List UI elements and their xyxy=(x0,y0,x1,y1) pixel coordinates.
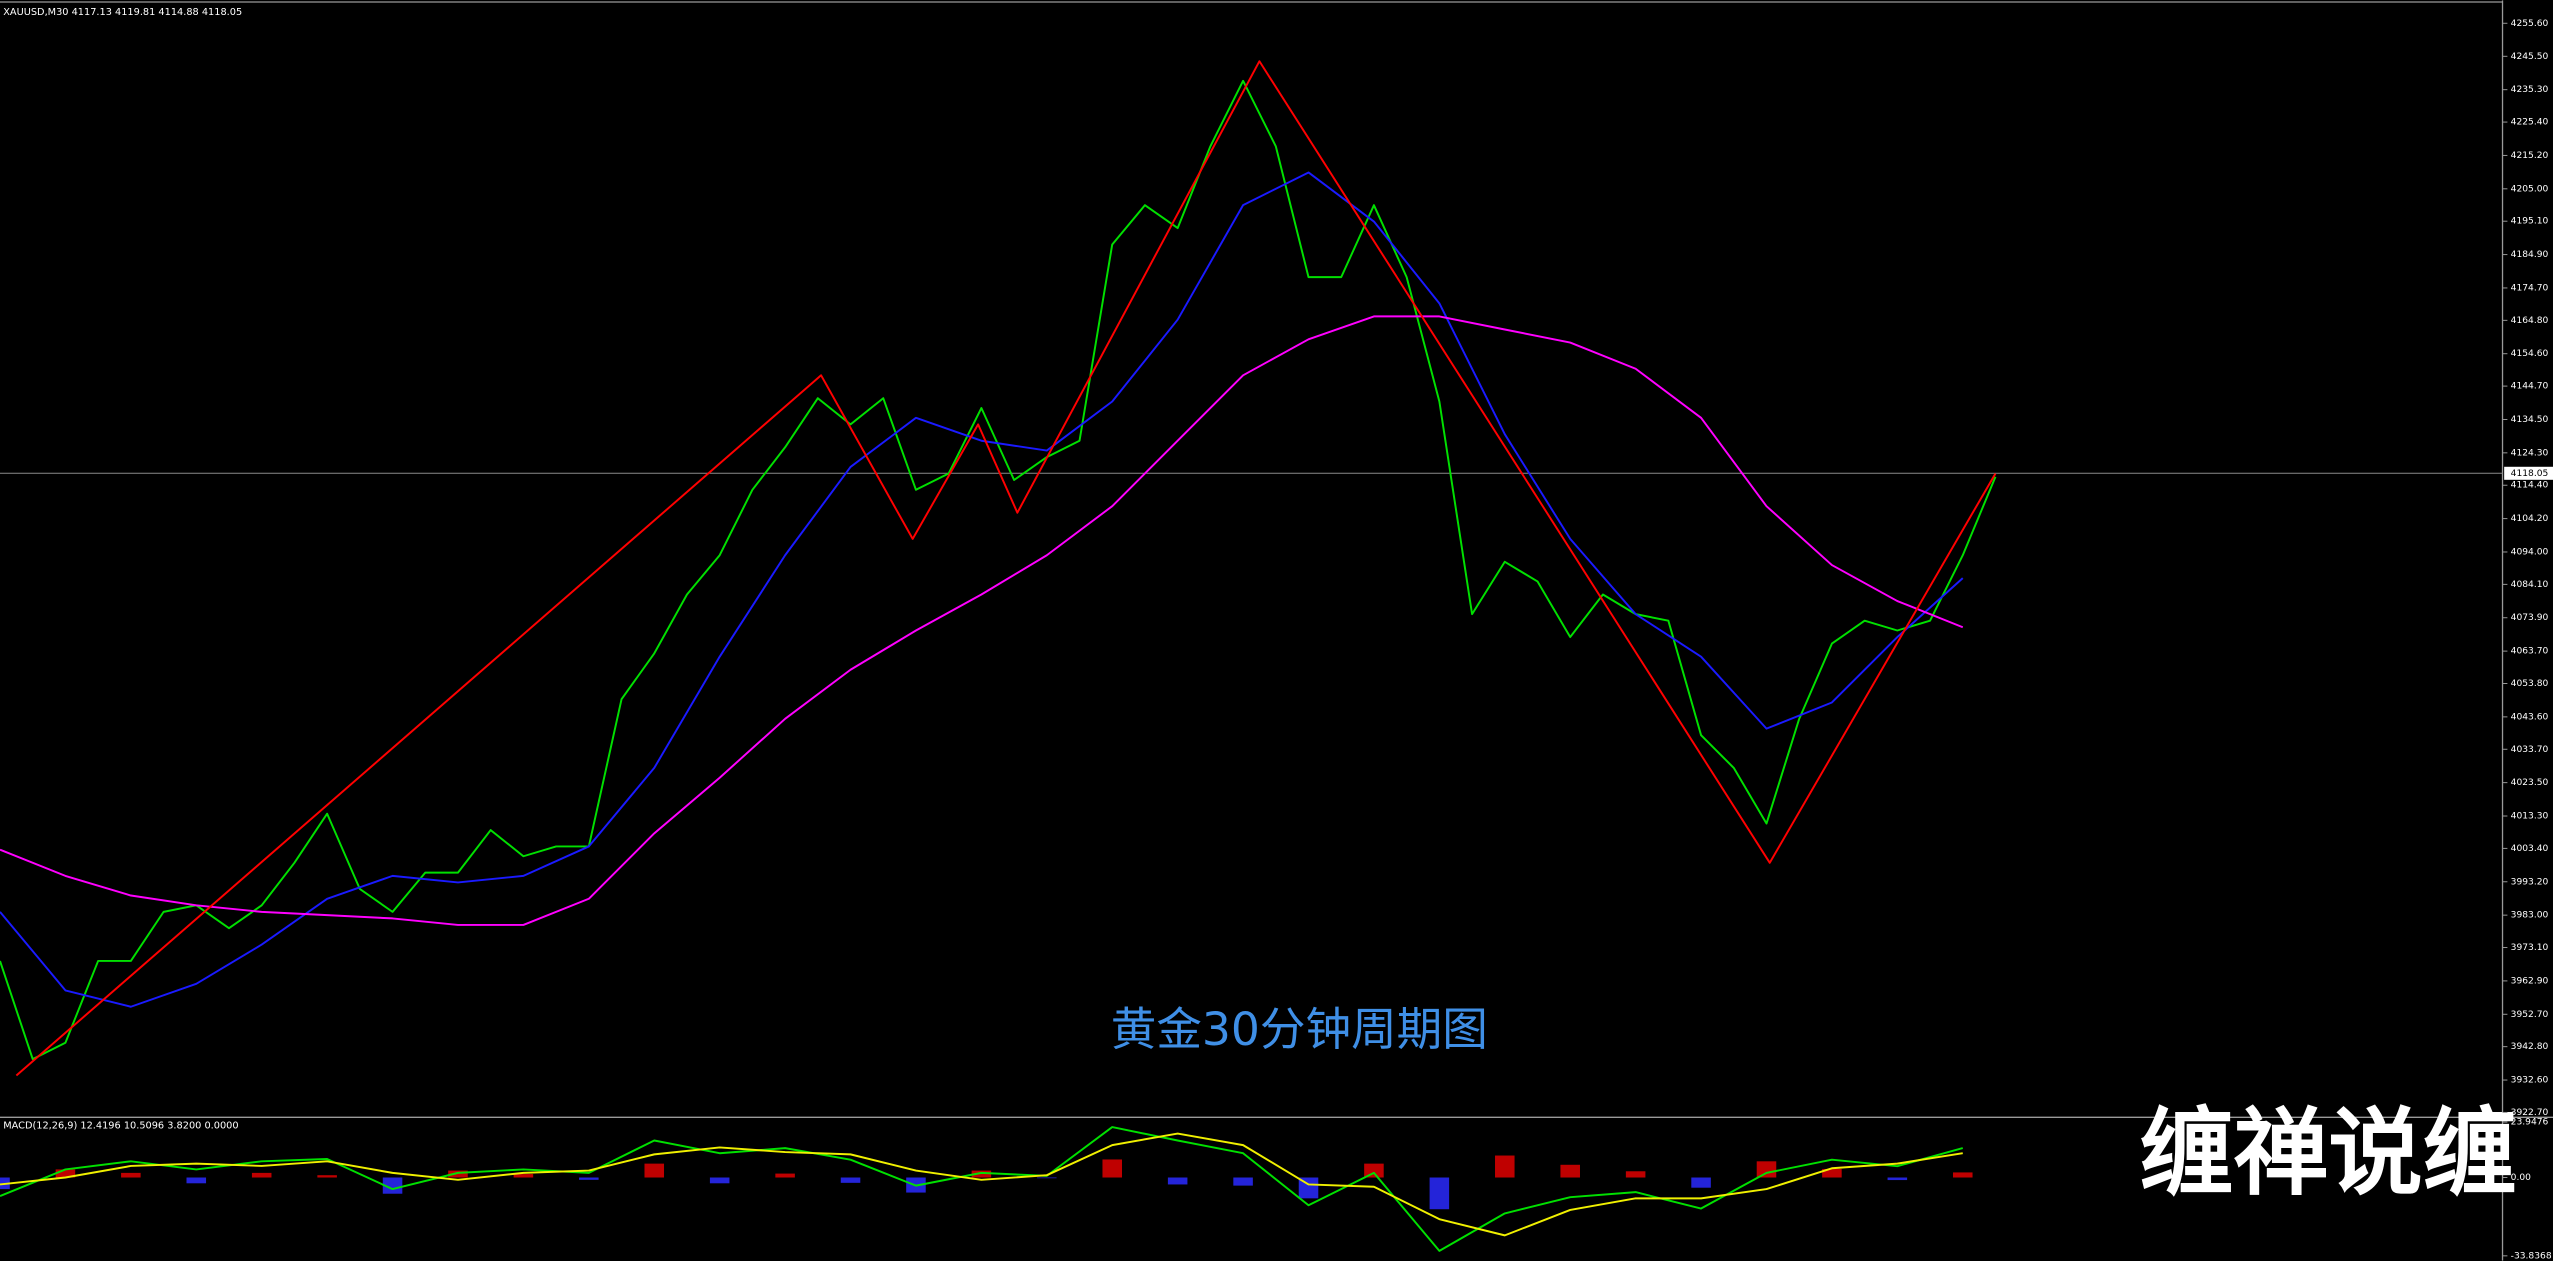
series-line xyxy=(0,315,1964,926)
y-tick-label: 4205.00 xyxy=(2511,184,2549,194)
histogram-bar xyxy=(1560,1164,1580,1178)
histogram-bar xyxy=(1691,1177,1711,1188)
histogram-bar xyxy=(775,1173,795,1178)
y-tick-label: -33.8368 xyxy=(2511,1251,2552,1261)
y-tick-label: 3973.10 xyxy=(2511,943,2549,953)
y-tick-label: 3983.00 xyxy=(2511,911,2549,921)
histogram-bar xyxy=(1887,1177,1908,1181)
y-tick-label: 3942.80 xyxy=(2511,1042,2549,1052)
y-tick-label: 4215.20 xyxy=(2511,151,2549,161)
y-tick-label: 4094.00 xyxy=(2511,547,2549,557)
histogram-bar xyxy=(1298,1177,1319,1199)
histogram-bar xyxy=(448,1170,468,1178)
y-tick-label: 4144.70 xyxy=(2511,382,2549,392)
chart-title: XAUUSD,M30 4117.13 4119.81 4114.88 4118.… xyxy=(3,7,242,18)
y-tick-label: 4063.70 xyxy=(2511,647,2549,657)
histogram-bar xyxy=(1037,1177,1057,1179)
y-tick-label: 4255.60 xyxy=(2511,19,2549,29)
y-tick-label: 4023.50 xyxy=(2511,778,2549,788)
y-tick-label: 4195.10 xyxy=(2511,217,2549,227)
y-tick-label: 4073.90 xyxy=(2511,613,2549,623)
price-label: 4118.05 xyxy=(2511,469,2549,479)
caption: 黄金30分钟周期图 xyxy=(1111,1003,1488,1056)
histogram-bar xyxy=(186,1177,207,1184)
macd-title: MACD(12,26,9) 12.4196 10.5096 3.8200 0.0… xyxy=(3,1120,238,1131)
y-tick-label: 4104.20 xyxy=(2511,514,2549,524)
histogram-bar xyxy=(1429,1177,1450,1210)
y-tick-label: 4164.80 xyxy=(2511,316,2549,326)
y-tick-label: 3922.70 xyxy=(2511,1108,2549,1118)
histogram-bar xyxy=(251,1172,272,1178)
y-tick-label: 4235.30 xyxy=(2511,85,2549,95)
y-tick-label: 4013.30 xyxy=(2511,812,2549,822)
y-tick-label: 4174.70 xyxy=(2511,283,2549,293)
y-tick-label: 4053.80 xyxy=(2511,679,2549,689)
watermark: 缠禅说缠 xyxy=(2139,1099,2517,1209)
histogram-bar xyxy=(1167,1177,1188,1185)
y-tick-label: 4084.10 xyxy=(2511,580,2549,590)
y-tick-label: 3932.60 xyxy=(2511,1076,2549,1086)
y-tick-label: 3993.20 xyxy=(2511,877,2549,887)
histogram-bar xyxy=(1952,1172,1973,1178)
histogram-bar xyxy=(709,1177,730,1184)
histogram-bar xyxy=(840,1177,861,1183)
y-tick-label: 4124.30 xyxy=(2511,448,2549,458)
series-line xyxy=(0,1126,1964,1252)
y-tick-label: 4134.50 xyxy=(2511,415,2549,425)
y-tick-label: 4043.60 xyxy=(2511,712,2549,722)
y-tick-label: 3962.90 xyxy=(2511,976,2549,986)
series-line xyxy=(0,171,1964,1008)
histogram-bar xyxy=(382,1177,403,1194)
histogram-bar xyxy=(644,1163,665,1178)
histogram-bar xyxy=(1822,1168,1842,1178)
histogram-bar xyxy=(1495,1155,1515,1178)
histogram-bar xyxy=(1625,1171,1646,1178)
y-tick-label: 4003.40 xyxy=(2511,844,2549,854)
y-tick-label: 3952.70 xyxy=(2511,1010,2549,1020)
series-line xyxy=(15,60,1997,1077)
price-label-box xyxy=(2504,466,2553,480)
histogram-bar xyxy=(317,1175,337,1178)
y-tick-label: 4245.50 xyxy=(2511,52,2549,62)
histogram-bar xyxy=(971,1170,992,1178)
y-tick-label: 23.9476 xyxy=(2511,1118,2549,1128)
y-tick-label: 4114.40 xyxy=(2511,481,2549,491)
y-tick-label: 4033.70 xyxy=(2511,745,2549,755)
y-tick-label: 4225.40 xyxy=(2511,118,2549,128)
histogram-bar xyxy=(513,1174,534,1178)
histogram-bar xyxy=(579,1177,599,1180)
series-line xyxy=(0,1132,1963,1237)
y-tick-label: 4184.90 xyxy=(2511,250,2549,260)
histogram-bar xyxy=(1756,1161,1777,1178)
y-tick-label: 0.00 xyxy=(2511,1173,2531,1183)
histogram-bar xyxy=(1233,1177,1253,1186)
histogram-bar xyxy=(1102,1159,1123,1178)
histogram-bar xyxy=(55,1169,76,1178)
y-tick-label: 4154.60 xyxy=(2511,349,2549,359)
histogram-bar xyxy=(1364,1163,1384,1178)
histogram-bar xyxy=(121,1172,141,1178)
